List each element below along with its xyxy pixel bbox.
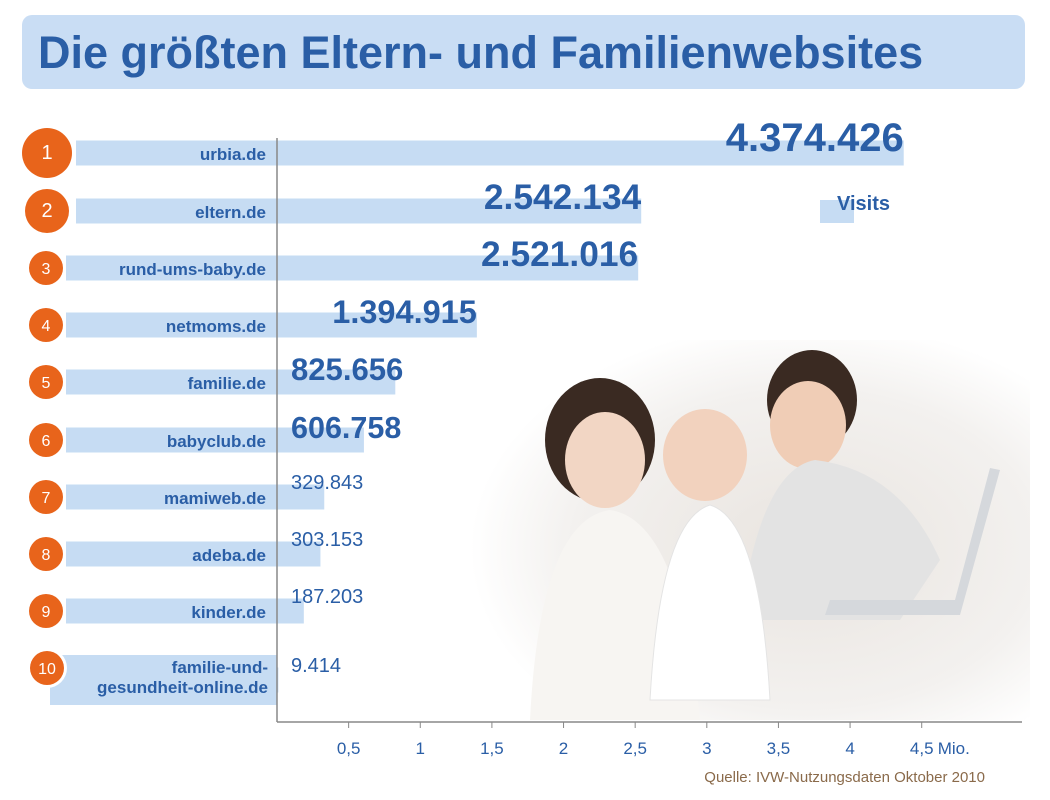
rank-label: 3 [42,261,51,278]
label-backdrop [66,484,277,510]
rank-badge [25,189,69,233]
value-label: 825.656 [291,352,403,387]
title-banner [22,15,1025,89]
legend-label: Visits [837,193,890,215]
value-label: 2.521.016 [481,235,638,274]
rank-badge [29,480,63,514]
category-label: kinder.de [191,603,266,622]
bar [277,598,304,624]
rank-badge [29,308,63,342]
rank-label: 6 [42,433,51,450]
rank-label: 5 [42,375,51,392]
value-label: 2.542.134 [484,178,642,217]
category-label: rund-ums-baby.de [118,260,266,279]
x-unit: Mio. [938,739,970,758]
x-tick-label: 2 [559,739,568,758]
rank-label: 10 [38,661,56,678]
rank-label: 9 [42,604,51,621]
value-label: 4.374.426 [726,116,904,160]
bar [277,484,325,510]
source: Quelle: IVW-Nutzungsdaten Oktober 2010 [704,769,985,786]
x-tick-label: 3 [702,739,711,758]
rank-label: 4 [42,318,51,335]
category-label: netmoms.de [165,317,266,336]
label-backdrop [66,541,277,567]
bar [277,255,639,281]
bar [277,198,642,224]
category-label: mamiweb.de [163,489,266,508]
label-backdrop [66,427,277,453]
x-tick-label: 4 [845,739,854,758]
rank-badge [29,537,63,571]
bar [277,369,396,395]
label-backdrop [76,140,277,166]
category-label: familie-und-gesundheit-online.de [97,658,268,697]
rank-label: 2 [41,200,52,222]
rank-badge [29,594,63,628]
bar [277,140,904,166]
category-label: urbia.de [199,145,266,164]
x-tick-label: 0,5 [337,739,361,758]
rank-badge [29,365,63,399]
x-tick-label: 3,5 [767,739,791,758]
label-backdrop [66,598,277,624]
x-tick-label: 4,5 [910,739,934,758]
rank-label: 8 [42,547,51,564]
photo [470,340,1030,720]
bar [277,312,477,338]
rank-badge [30,651,64,685]
rank-label: 1 [41,142,52,164]
value-label: 9.414 [291,655,341,677]
label-backdrop [66,312,277,338]
value-label: 303.153 [291,529,363,551]
category-label: adeba.de [192,546,266,565]
x-tick-label: 1 [416,739,425,758]
label-backdrop [66,255,277,281]
rank-badge [22,128,72,178]
label-backdrop [76,198,277,224]
value-label: 329.843 [291,472,363,494]
rank-badge [29,423,63,457]
value-label: 187.203 [291,586,363,608]
bar [277,541,321,567]
label-backdrop [50,655,277,705]
chart-title: Die größten Eltern- und Familienwebsites [38,27,923,78]
label-backdrop [66,369,277,395]
rank-label: 7 [42,490,51,507]
value-label: 1.394.915 [332,294,477,330]
category-label: eltern.de [195,203,266,222]
legend-swatch [820,200,854,223]
bar [277,427,364,453]
value-label: 606.758 [291,411,401,445]
category-label: familie.de [187,374,266,393]
category-label: babyclub.de [166,432,266,451]
rank-badge [29,251,63,285]
x-tick-label: 2,5 [623,739,647,758]
x-tick-label: 1,5 [480,739,504,758]
